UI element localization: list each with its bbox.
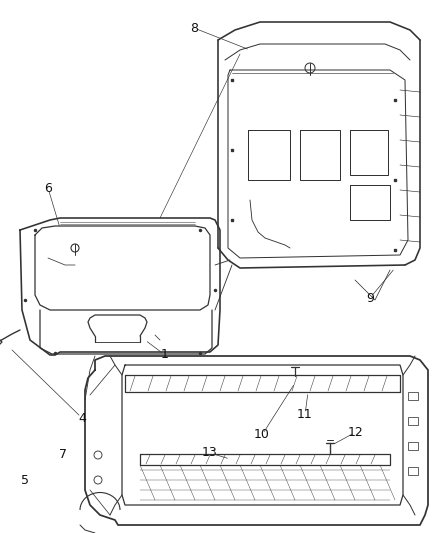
Bar: [408, 467, 418, 475]
Text: 9: 9: [366, 292, 374, 304]
Text: 4: 4: [78, 411, 86, 424]
Text: 10: 10: [254, 429, 270, 441]
Bar: [408, 392, 418, 400]
Text: 5: 5: [21, 473, 29, 487]
Text: 7: 7: [59, 448, 67, 462]
Text: 6: 6: [44, 182, 52, 195]
Text: 1: 1: [161, 349, 169, 361]
Text: 12: 12: [348, 425, 364, 439]
Text: 8: 8: [190, 21, 198, 35]
Bar: [408, 417, 418, 425]
Text: 13: 13: [202, 447, 218, 459]
Bar: [408, 442, 418, 450]
Text: 11: 11: [297, 408, 313, 422]
